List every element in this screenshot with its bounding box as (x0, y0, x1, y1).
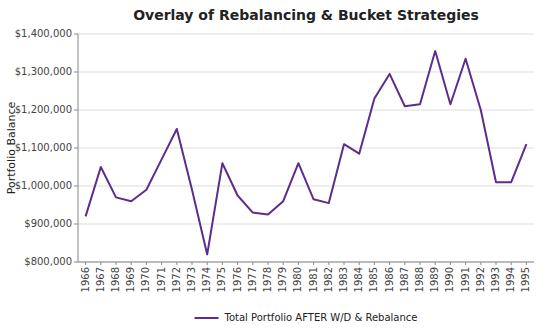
y-tick-label: $1,300,000 (15, 66, 72, 77)
x-axis-line (78, 262, 534, 263)
x-tick-label: 1991 (460, 267, 471, 292)
x-tick-label: 1970 (140, 267, 151, 292)
y-tick-label: $1,200,000 (15, 104, 72, 115)
y-tick (74, 34, 78, 35)
y-tick-label: $900,000 (24, 218, 72, 229)
y-tick (74, 110, 78, 111)
x-tick-label: 1967 (95, 267, 106, 292)
grid-line (78, 262, 534, 263)
x-tick-label: 1977 (247, 267, 258, 292)
x-tick-label: 1992 (475, 267, 486, 292)
x-tick-label: 1984 (353, 267, 364, 292)
y-axis-line (78, 34, 79, 262)
x-tick-label: 1994 (505, 267, 516, 292)
y-tick (74, 224, 78, 225)
y-tick (74, 262, 78, 263)
x-tick-label: 1986 (384, 267, 395, 292)
x-tick-label: 1979 (277, 267, 288, 292)
x-tick-label: 1978 (262, 267, 273, 292)
grid-line (78, 186, 534, 187)
plot-area (86, 51, 527, 254)
x-axis: 1966 1967 1968 1969 1970 1971 1972 1973 1974 1975… (80, 262, 532, 292)
y-tick-label: $800,000 (24, 256, 72, 267)
x-tick-label: 1987 (399, 267, 410, 292)
legend-label: Total Portfolio AFTER W/D & Rebalance (224, 312, 418, 323)
y-tick-label: $1,400,000 (15, 28, 72, 39)
y-axis-label: Portfolio Balance (5, 101, 18, 194)
y-tick-label: $1,000,000 (15, 180, 72, 191)
x-tick-label: 1989 (429, 267, 440, 292)
x-tick-label: 1974 (201, 267, 212, 292)
x-tick-label: 1988 (414, 267, 425, 292)
x-tick-label: 1969 (125, 267, 136, 292)
legend: Total Portfolio AFTER W/D & Rebalance (195, 312, 418, 323)
y-axis: $800,000 $900,000 $1,000,000 $1,100,000 $1,2… (15, 28, 534, 267)
x-tick-label: 1985 (368, 267, 379, 292)
y-tick (74, 72, 78, 73)
x-tick-label: 1966 (80, 267, 91, 292)
x-tick-label: 1968 (110, 267, 121, 292)
x-tick-label: 1981 (308, 267, 319, 292)
y-tick (74, 148, 78, 149)
grid-line (78, 148, 534, 149)
x-tick-label: 1975 (216, 267, 227, 292)
x-tick-label: 1993 (490, 267, 501, 292)
x-tick-label: 1990 (444, 267, 455, 292)
legend-swatch (195, 317, 219, 319)
grid-line (78, 110, 534, 111)
y-tick (74, 186, 78, 187)
x-tick-label: 1983 (338, 267, 349, 292)
chart: Overlay of Rebalancing & Bucket Strategi… (0, 0, 550, 330)
series-line (86, 51, 527, 254)
x-tick-label: 1982 (323, 267, 334, 292)
y-tick-label: $1,100,000 (15, 142, 72, 153)
grid-line (78, 34, 534, 35)
x-tick-label: 1971 (156, 267, 167, 292)
x-tick-label: 1972 (171, 267, 182, 292)
grid-line (78, 224, 534, 225)
x-tick-label: 1976 (232, 267, 243, 292)
grid-line (78, 72, 534, 73)
x-tick-label: 1995 (520, 267, 531, 292)
x-tick-label: 1980 (292, 267, 303, 292)
x-tick-label: 1973 (186, 267, 197, 292)
title: Overlay of Rebalancing & Bucket Strategi… (133, 7, 479, 23)
